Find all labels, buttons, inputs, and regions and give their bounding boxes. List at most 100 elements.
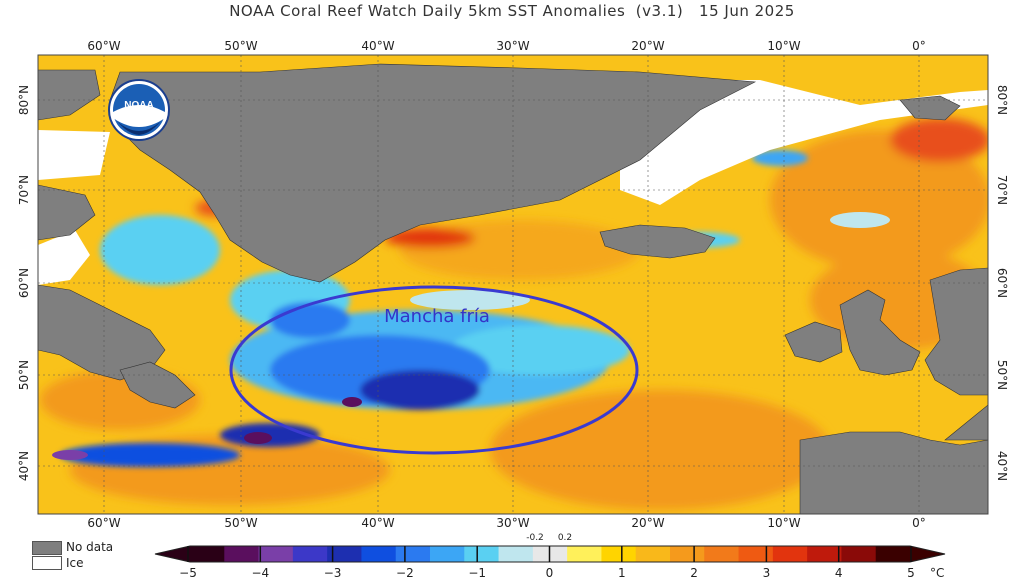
lon-label-top: 50°W	[224, 39, 257, 53]
very-cold-spot	[244, 432, 272, 444]
lon-label-top: 30°W	[496, 39, 529, 53]
warm-region	[770, 130, 988, 270]
lon-label-top: 10°W	[767, 39, 800, 53]
lon-label-bottom: 10°W	[767, 516, 800, 530]
colorbar-tick-label: −4	[251, 566, 270, 580]
lat-label-right: 50°N	[995, 360, 1009, 390]
canada-land	[38, 184, 96, 241]
colorbar-segment	[601, 546, 637, 562]
cold-region	[270, 302, 350, 338]
lat-label-right: 40°N	[995, 451, 1009, 481]
cold-blob-label: Mancha fría	[384, 306, 490, 327]
very-cold-spot	[342, 397, 362, 407]
ice-label: Ice	[66, 556, 84, 570]
lon-label-top: 20°W	[631, 39, 664, 53]
no-data-swatch	[32, 541, 62, 555]
colorbar-small-label: 0.2	[557, 533, 573, 543]
colorbar-segment	[567, 546, 602, 562]
lat-label-left: 60°N	[17, 268, 31, 298]
colorbar-segment	[807, 546, 842, 562]
cold-region	[360, 370, 480, 410]
warm-region	[490, 390, 830, 510]
lon-label-bottom: 60°W	[87, 516, 120, 530]
colorbar-small-label: -0.2	[526, 533, 544, 543]
map-frame	[37, 54, 989, 515]
colorbar-segment	[670, 546, 705, 562]
lon-label-bottom: 50°W	[224, 516, 257, 530]
ireland-land	[784, 321, 843, 363]
lon-label-bottom: 20°W	[631, 516, 664, 530]
lat-label-right: 80°N	[995, 85, 1009, 115]
colorbar-tick-label: −2	[396, 566, 414, 580]
colorbar-unit: °C	[930, 566, 945, 580]
colorbar-segment	[875, 546, 911, 562]
colorbar-arrow-left	[155, 546, 190, 562]
colorbar-tick-label: 2	[690, 566, 698, 580]
colorbar-segment	[841, 546, 877, 562]
colorbar-segment	[772, 546, 808, 562]
colorbar-segment	[327, 546, 362, 562]
lat-label-left: 50°N	[17, 360, 31, 390]
colorbar	[154, 545, 946, 563]
lon-label-top: 60°W	[87, 39, 120, 53]
very-cold-spot	[52, 450, 88, 460]
lon-label-bottom: 40°W	[361, 516, 394, 530]
cold-blob-outline	[229, 285, 639, 455]
near-zero-patch	[830, 212, 890, 228]
colorbar-tick-label: −1	[468, 566, 487, 580]
colorbar-tick-label: −3	[323, 566, 342, 580]
colorbar-arrow-right	[910, 546, 945, 562]
colorbar-tick-label: 0	[545, 566, 554, 580]
newfoundland-land	[119, 361, 196, 409]
ice-swatch	[32, 556, 62, 570]
colorbar-segment	[258, 546, 294, 562]
colorbar-segment	[498, 546, 534, 562]
colorbar-tick-label: 3	[762, 566, 771, 580]
cold-region	[752, 150, 808, 166]
ice-region	[38, 230, 90, 285]
lon-label-top: 0°	[912, 39, 926, 53]
cold-region	[60, 443, 240, 467]
lon-label-bottom: 0°	[912, 516, 926, 530]
iberia-land	[944, 404, 988, 441]
hot-region	[385, 228, 475, 248]
lat-label-left: 80°N	[17, 85, 31, 115]
cold-region	[450, 325, 630, 375]
colorbar-border	[154, 545, 946, 563]
iberia-land	[799, 431, 988, 514]
iceland-land	[599, 224, 716, 259]
britain-land	[839, 289, 921, 376]
lat-label-right: 60°N	[995, 268, 1009, 298]
colorbar-segment	[704, 546, 740, 562]
colorbar-segment	[361, 546, 397, 562]
europe-land	[924, 267, 988, 396]
colorbar-segment	[224, 546, 260, 562]
logo-text: NOAA	[124, 100, 153, 111]
greenland-land	[109, 63, 757, 283]
ice-region	[620, 80, 988, 205]
lat-label-right: 70°N	[995, 175, 1009, 205]
ice-region	[38, 130, 110, 180]
cold-region	[100, 215, 220, 285]
colorbar-segment	[464, 546, 500, 562]
lat-label-left: 70°N	[17, 175, 31, 205]
colorbar-segment	[395, 546, 431, 562]
colorbar-segment	[292, 546, 328, 562]
lon-label-top: 40°W	[361, 39, 394, 53]
map-title: NOAA Coral Reef Watch Daily 5km SST Anom…	[229, 2, 795, 20]
colorbar-segment	[738, 546, 774, 562]
no-data-label: No data	[66, 540, 114, 554]
hot-region	[890, 118, 988, 162]
canada-land	[38, 69, 101, 121]
lat-label-left: 40°N	[17, 451, 31, 481]
colorbar-segment	[635, 546, 671, 562]
noaa-logo: NOAA	[108, 79, 170, 141]
near-zero-patch	[410, 290, 530, 310]
colorbar-segment	[190, 546, 225, 562]
colorbar-tick-label: 1	[617, 566, 626, 580]
colorbar-segment	[430, 546, 465, 562]
svalbard-land	[899, 95, 961, 121]
colorbar-tick-label: 4	[834, 566, 843, 580]
colorbar-tick-label: −5	[179, 566, 197, 580]
